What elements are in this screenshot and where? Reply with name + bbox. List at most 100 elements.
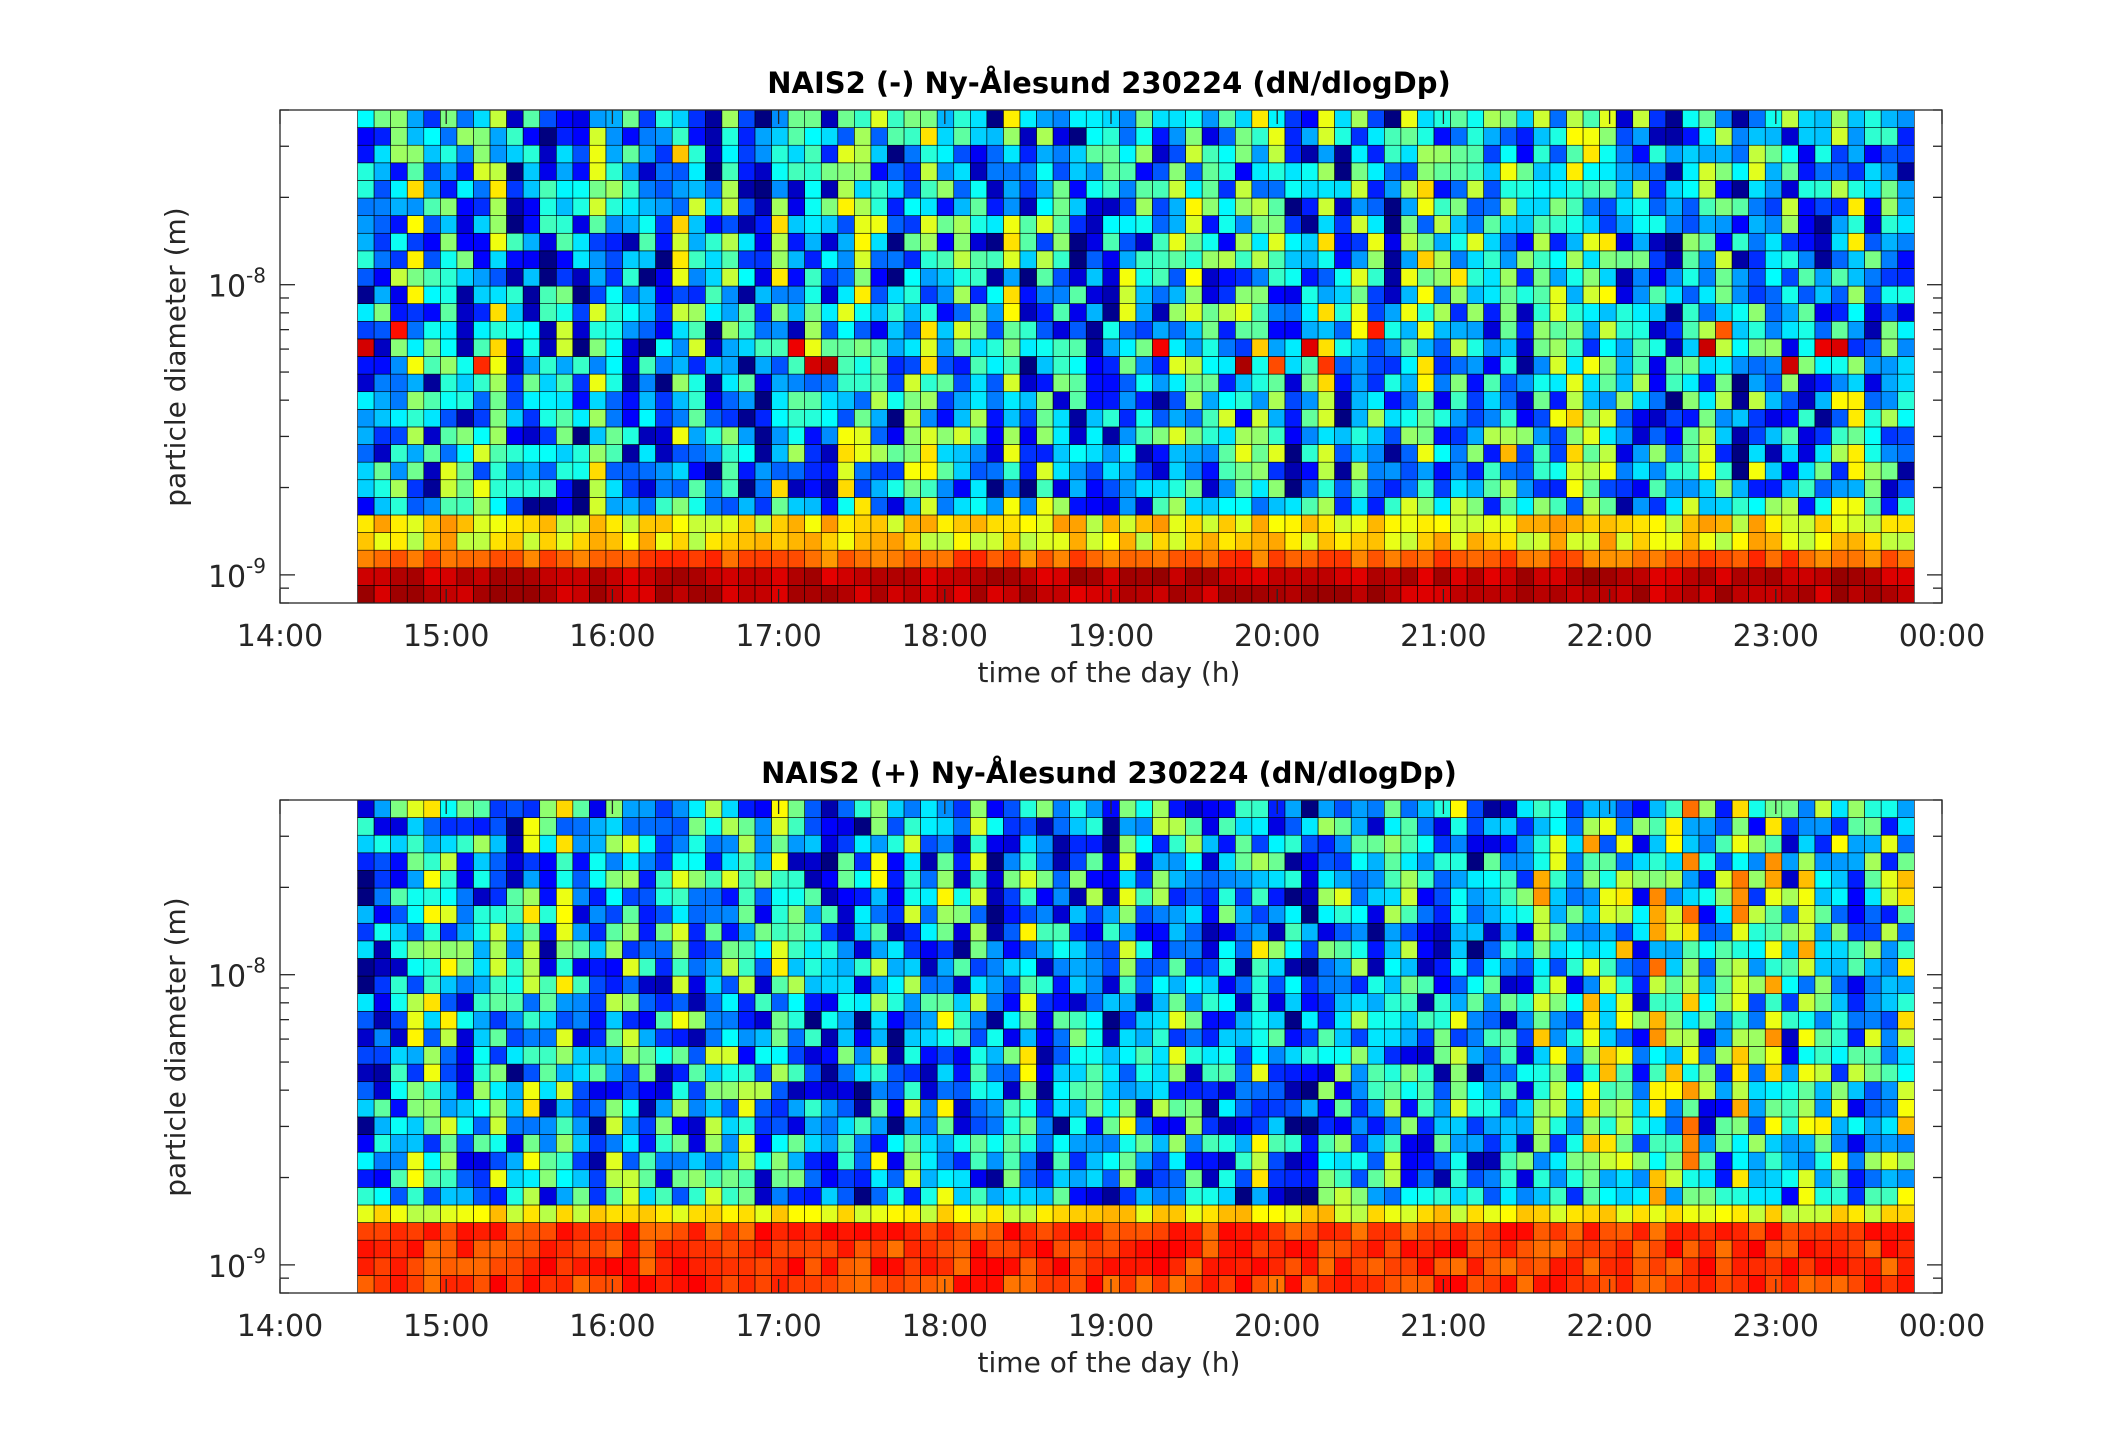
heatmap-cell <box>1085 1116 1104 1135</box>
heatmap-cell <box>572 817 590 836</box>
heatmap-cell <box>1831 144 1849 164</box>
heatmap-cell <box>1764 479 1783 498</box>
heatmap-cell <box>1847 444 1865 463</box>
heatmap-cell <box>1235 1028 1253 1047</box>
heatmap-cell <box>456 320 474 340</box>
heatmap-cell <box>390 320 408 340</box>
heatmap-cell <box>870 426 888 445</box>
heatmap-cell <box>854 1187 872 1206</box>
heatmap-cell <box>1350 479 1369 498</box>
heatmap-cell <box>1764 532 1783 551</box>
heatmap-cell <box>953 940 971 959</box>
heatmap-cell <box>506 975 524 994</box>
heatmap-cell <box>1466 975 1485 994</box>
heatmap-cell <box>1682 1046 1700 1065</box>
heatmap-cell <box>771 268 789 287</box>
heatmap-cell <box>1682 799 1700 818</box>
heatmap-cell <box>1864 303 1882 322</box>
heatmap-cell <box>638 958 656 977</box>
heatmap-cell <box>1599 444 1617 463</box>
heatmap-cell <box>572 958 590 977</box>
heatmap-cell <box>1649 532 1667 551</box>
heatmap-cell <box>555 232 574 252</box>
heatmap-cell <box>655 109 673 128</box>
heatmap-cell <box>1152 303 1170 322</box>
heatmap-cell <box>605 180 623 199</box>
heatmap-cell <box>1069 444 1087 463</box>
heatmap-cell <box>1168 162 1186 181</box>
heatmap-cell <box>1251 497 1269 516</box>
heatmap-cell <box>1367 461 1385 481</box>
heatmap-cell <box>1003 1081 1021 1100</box>
heatmap-cell <box>1168 1151 1186 1171</box>
heatmap-cell <box>1384 497 1402 516</box>
heatmap-cell <box>555 1169 574 1188</box>
heatmap-cell <box>1201 285 1220 304</box>
heatmap-cell <box>440 887 458 906</box>
heatmap-cell <box>1036 1116 1054 1135</box>
heatmap-cell <box>1284 1028 1302 1047</box>
heatmap-cell <box>1400 940 1418 959</box>
heatmap-cell <box>605 585 623 604</box>
heatmap-cell <box>605 1010 623 1030</box>
heatmap-cell <box>1599 958 1617 977</box>
heatmap-cell <box>1417 109 1435 128</box>
heatmap-cell <box>373 958 391 977</box>
heatmap-cell <box>1682 549 1700 569</box>
heatmap-cell <box>771 391 789 410</box>
heatmap-cell <box>1615 268 1634 287</box>
heatmap-cell <box>423 1010 441 1030</box>
heatmap-cell <box>1268 1134 1286 1153</box>
heatmap-cell <box>622 180 640 199</box>
heatmap-cell <box>1003 444 1021 463</box>
heatmap-cell <box>605 549 623 569</box>
heatmap-cell <box>771 285 789 304</box>
heatmap-cell <box>1135 852 1153 871</box>
heatmap-cell <box>1384 356 1402 375</box>
heatmap-cell <box>1897 409 1915 428</box>
heatmap-cell <box>1599 922 1617 942</box>
heatmap-cell <box>406 940 425 959</box>
heatmap-cell <box>1582 1187 1600 1206</box>
heatmap-cell <box>1317 922 1335 942</box>
heatmap-cell <box>655 391 673 410</box>
heatmap-cell <box>440 958 458 977</box>
heatmap-cell <box>489 834 507 854</box>
heatmap-cell <box>787 549 806 569</box>
heatmap-cell <box>1251 285 1269 304</box>
heatmap-cell <box>1284 479 1302 498</box>
heatmap-cell <box>1499 444 1518 463</box>
heatmap-cell <box>357 940 375 959</box>
heatmap-cell <box>440 285 458 304</box>
heatmap-cell <box>1764 426 1783 445</box>
heatmap-cell <box>1350 585 1369 604</box>
heatmap-cell <box>804 905 822 924</box>
heatmap-cell <box>870 391 888 410</box>
heatmap-cell <box>456 109 474 128</box>
heatmap-cell <box>1615 585 1634 604</box>
heatmap-cell <box>1533 852 1551 871</box>
heatmap-cell <box>1301 585 1319 604</box>
heatmap-cell <box>738 180 756 199</box>
heatmap-cell <box>1350 1081 1369 1100</box>
heatmap-cell <box>1632 426 1650 445</box>
heatmap-cell <box>1069 922 1087 942</box>
heatmap-cell <box>1533 215 1551 234</box>
heatmap-cell <box>390 870 408 889</box>
heatmap-cell <box>1665 461 1683 481</box>
heatmap-cell <box>1218 817 1236 836</box>
heatmap-cell <box>406 162 425 181</box>
heatmap-cell <box>1367 993 1385 1012</box>
heatmap-cell <box>903 1099 921 1118</box>
heatmap-cell <box>1466 232 1485 252</box>
heatmap-cell <box>1533 1187 1551 1206</box>
heatmap-cell <box>721 391 739 410</box>
heatmap-cell <box>1218 373 1236 393</box>
heatmap-cell <box>1052 162 1070 181</box>
heatmap-cell <box>705 303 723 322</box>
heatmap-cell <box>1516 1222 1534 1241</box>
heatmap-cell <box>440 817 458 836</box>
heatmap-cell <box>1367 409 1385 428</box>
heatmap-cell <box>1350 922 1369 942</box>
heatmap-cell <box>1450 1187 1468 1206</box>
